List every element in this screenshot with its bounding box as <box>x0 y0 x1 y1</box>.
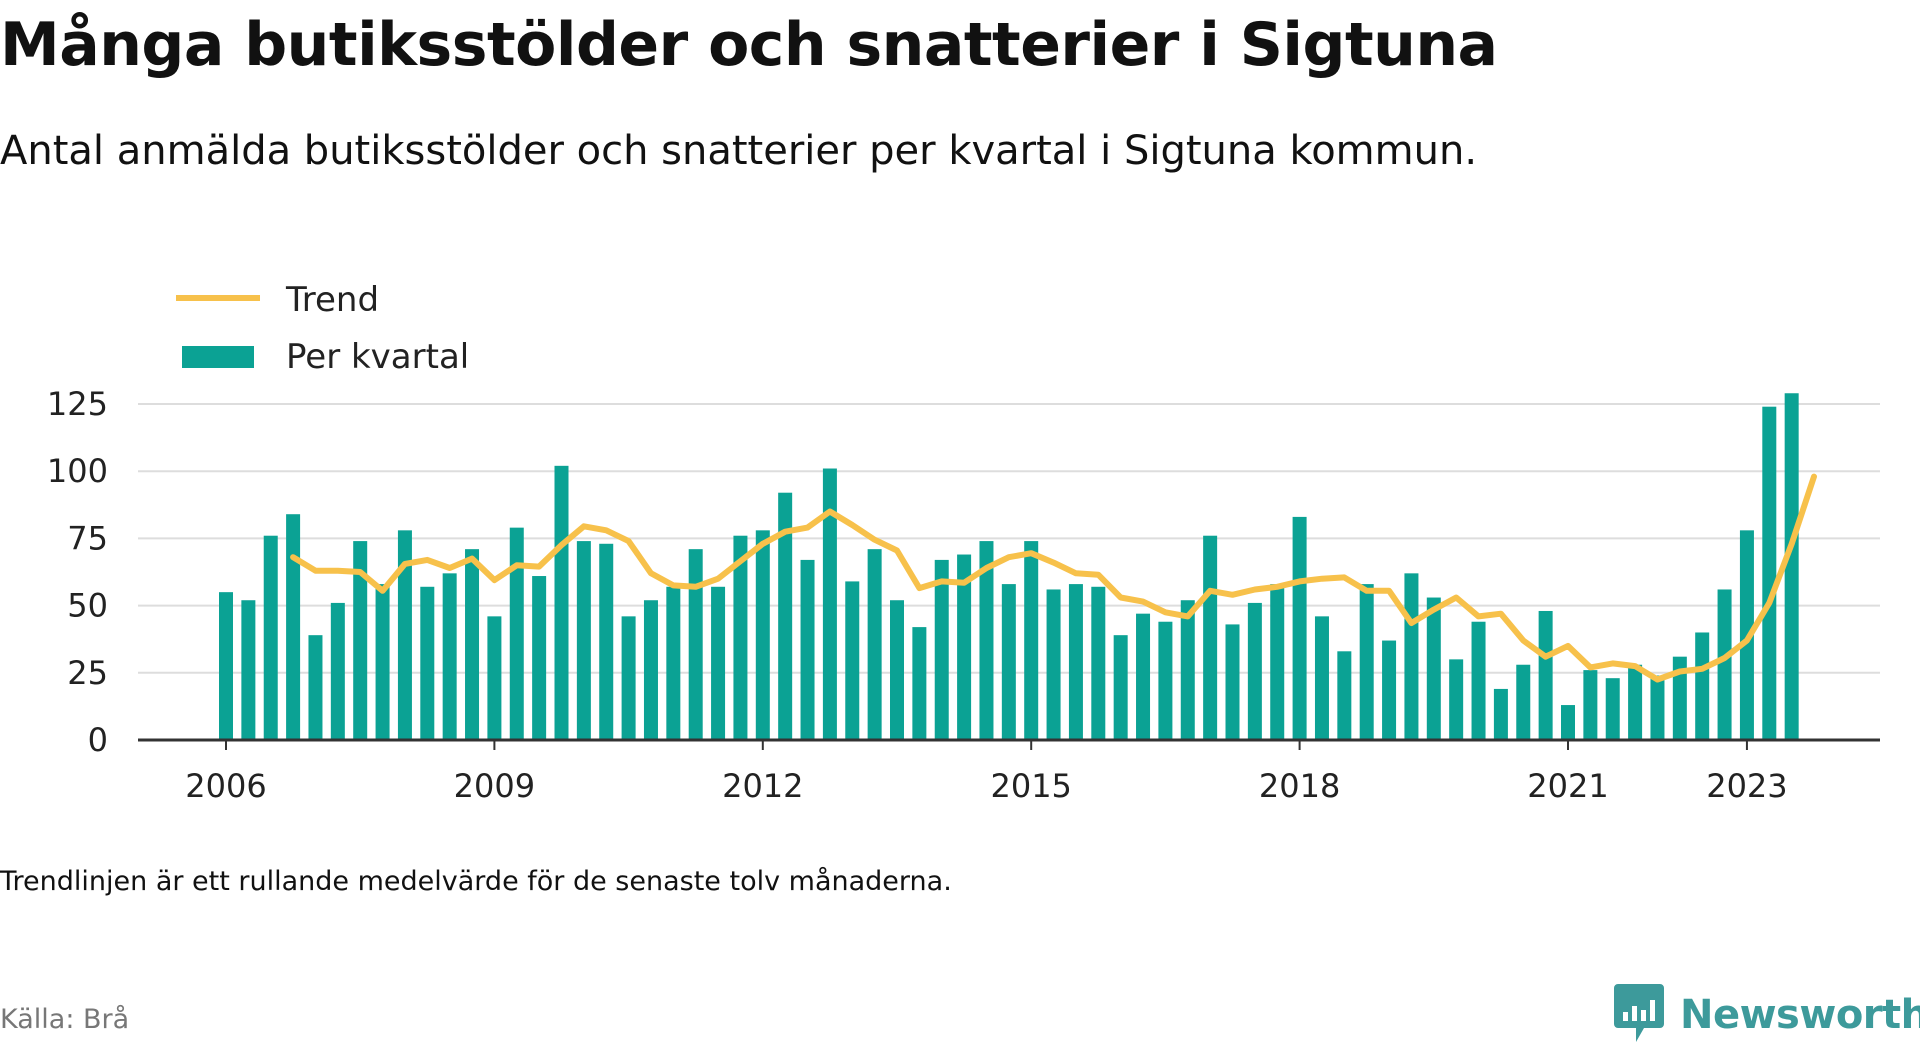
bar <box>1784 393 1799 740</box>
bar <box>1203 535 1218 740</box>
bar <box>353 541 368 740</box>
y-tick-label: 50 <box>67 587 108 625</box>
bar <box>1113 635 1128 740</box>
bar <box>1516 664 1531 740</box>
bar <box>1538 610 1553 740</box>
bar <box>1225 624 1240 740</box>
bar <box>1404 573 1419 740</box>
y-tick-label: 25 <box>67 654 108 692</box>
bar <box>1382 640 1397 740</box>
bar <box>1337 651 1352 740</box>
bar <box>1314 616 1329 740</box>
bar <box>1426 597 1441 740</box>
bar <box>934 559 949 740</box>
bar <box>1068 584 1083 740</box>
bar <box>845 581 860 740</box>
bar <box>755 530 770 740</box>
bar <box>1493 688 1508 740</box>
x-tick-label: 2012 <box>722 767 803 805</box>
newsworthy-wordmark: Newsworthy <box>1680 992 1920 1038</box>
bar <box>241 600 256 740</box>
bar <box>1449 659 1464 740</box>
chart-subtitle: Antal anmälda butiksstölder och snatteri… <box>0 128 1478 174</box>
bar <box>643 600 658 740</box>
bar <box>733 535 748 740</box>
bar <box>957 554 972 740</box>
bar <box>979 541 994 740</box>
bar <box>509 527 524 740</box>
legend-bars-swatch <box>182 346 254 368</box>
legend-bars-label: Per kvartal <box>286 337 469 377</box>
bar <box>420 586 435 740</box>
bar <box>375 584 390 740</box>
bar <box>800 559 815 740</box>
bar <box>1091 586 1106 740</box>
trend-line <box>290 473 1817 683</box>
trend-series <box>290 473 1817 683</box>
bar <box>666 586 681 740</box>
bar <box>1359 584 1374 740</box>
bar <box>621 616 636 740</box>
bar <box>308 635 323 740</box>
bar <box>599 543 614 740</box>
bar <box>442 573 457 740</box>
bar <box>1717 589 1732 740</box>
footnote: Trendlinjen är ett rullande medelvärde f… <box>0 866 952 897</box>
legend: Trend Per kvartal <box>170 270 490 382</box>
bar <box>778 492 793 740</box>
bar <box>397 530 412 740</box>
y-tick-label: 100 <box>47 452 108 490</box>
chart-title: Många butiksstölder och snatterier i Sig… <box>0 10 1498 80</box>
bar <box>1650 675 1665 740</box>
x-tick-label: 2018 <box>1259 767 1340 805</box>
bar <box>1471 621 1486 740</box>
bar <box>711 586 726 740</box>
bar <box>1158 621 1173 740</box>
bar <box>219 592 233 740</box>
bar <box>1180 600 1195 740</box>
y-tick-label: 75 <box>67 519 108 557</box>
bar <box>576 541 591 740</box>
bar <box>1136 613 1151 740</box>
y-tick-label: 0 <box>88 721 108 759</box>
bar <box>1583 670 1598 740</box>
bar <box>1046 589 1061 740</box>
bar <box>1024 541 1039 740</box>
x-tick-label: 2006 <box>185 767 266 805</box>
bar <box>286 514 301 740</box>
source-label: Källa: Brå <box>0 1004 130 1035</box>
bar-series <box>219 393 1799 740</box>
bar <box>912 627 927 740</box>
bar <box>1270 584 1285 740</box>
bar <box>1292 516 1307 740</box>
bar <box>1695 632 1710 740</box>
x-tick-label: 2023 <box>1706 767 1787 805</box>
bar <box>487 616 502 740</box>
y-tick-label: 125 <box>47 385 108 423</box>
bar <box>822 468 837 740</box>
x-tick-label: 2009 <box>454 767 535 805</box>
bar <box>1561 705 1575 740</box>
bar <box>1001 584 1016 740</box>
bar <box>1247 602 1262 740</box>
newsworthy-logo-icon <box>1614 984 1664 1046</box>
bar <box>263 535 278 740</box>
axes: 0 25 50 75 100 125 2006 2009 2012 2015 2018 2021 202… <box>47 385 1880 805</box>
bar <box>532 576 547 740</box>
legend-trend-label: Trend <box>285 280 379 320</box>
bar <box>1628 664 1643 740</box>
bar <box>1605 678 1620 740</box>
x-tick-label: 2021 <box>1527 767 1608 805</box>
x-tick-label: 2015 <box>990 767 1071 805</box>
bar <box>688 549 703 740</box>
bar <box>465 549 480 740</box>
bar <box>330 602 345 740</box>
bar <box>1762 406 1777 740</box>
newsworthy-brand[interactable]: Newsworthy <box>1614 984 1920 1046</box>
bar <box>554 465 569 740</box>
bar <box>1672 656 1687 740</box>
bar <box>890 600 904 740</box>
bar <box>867 549 882 740</box>
